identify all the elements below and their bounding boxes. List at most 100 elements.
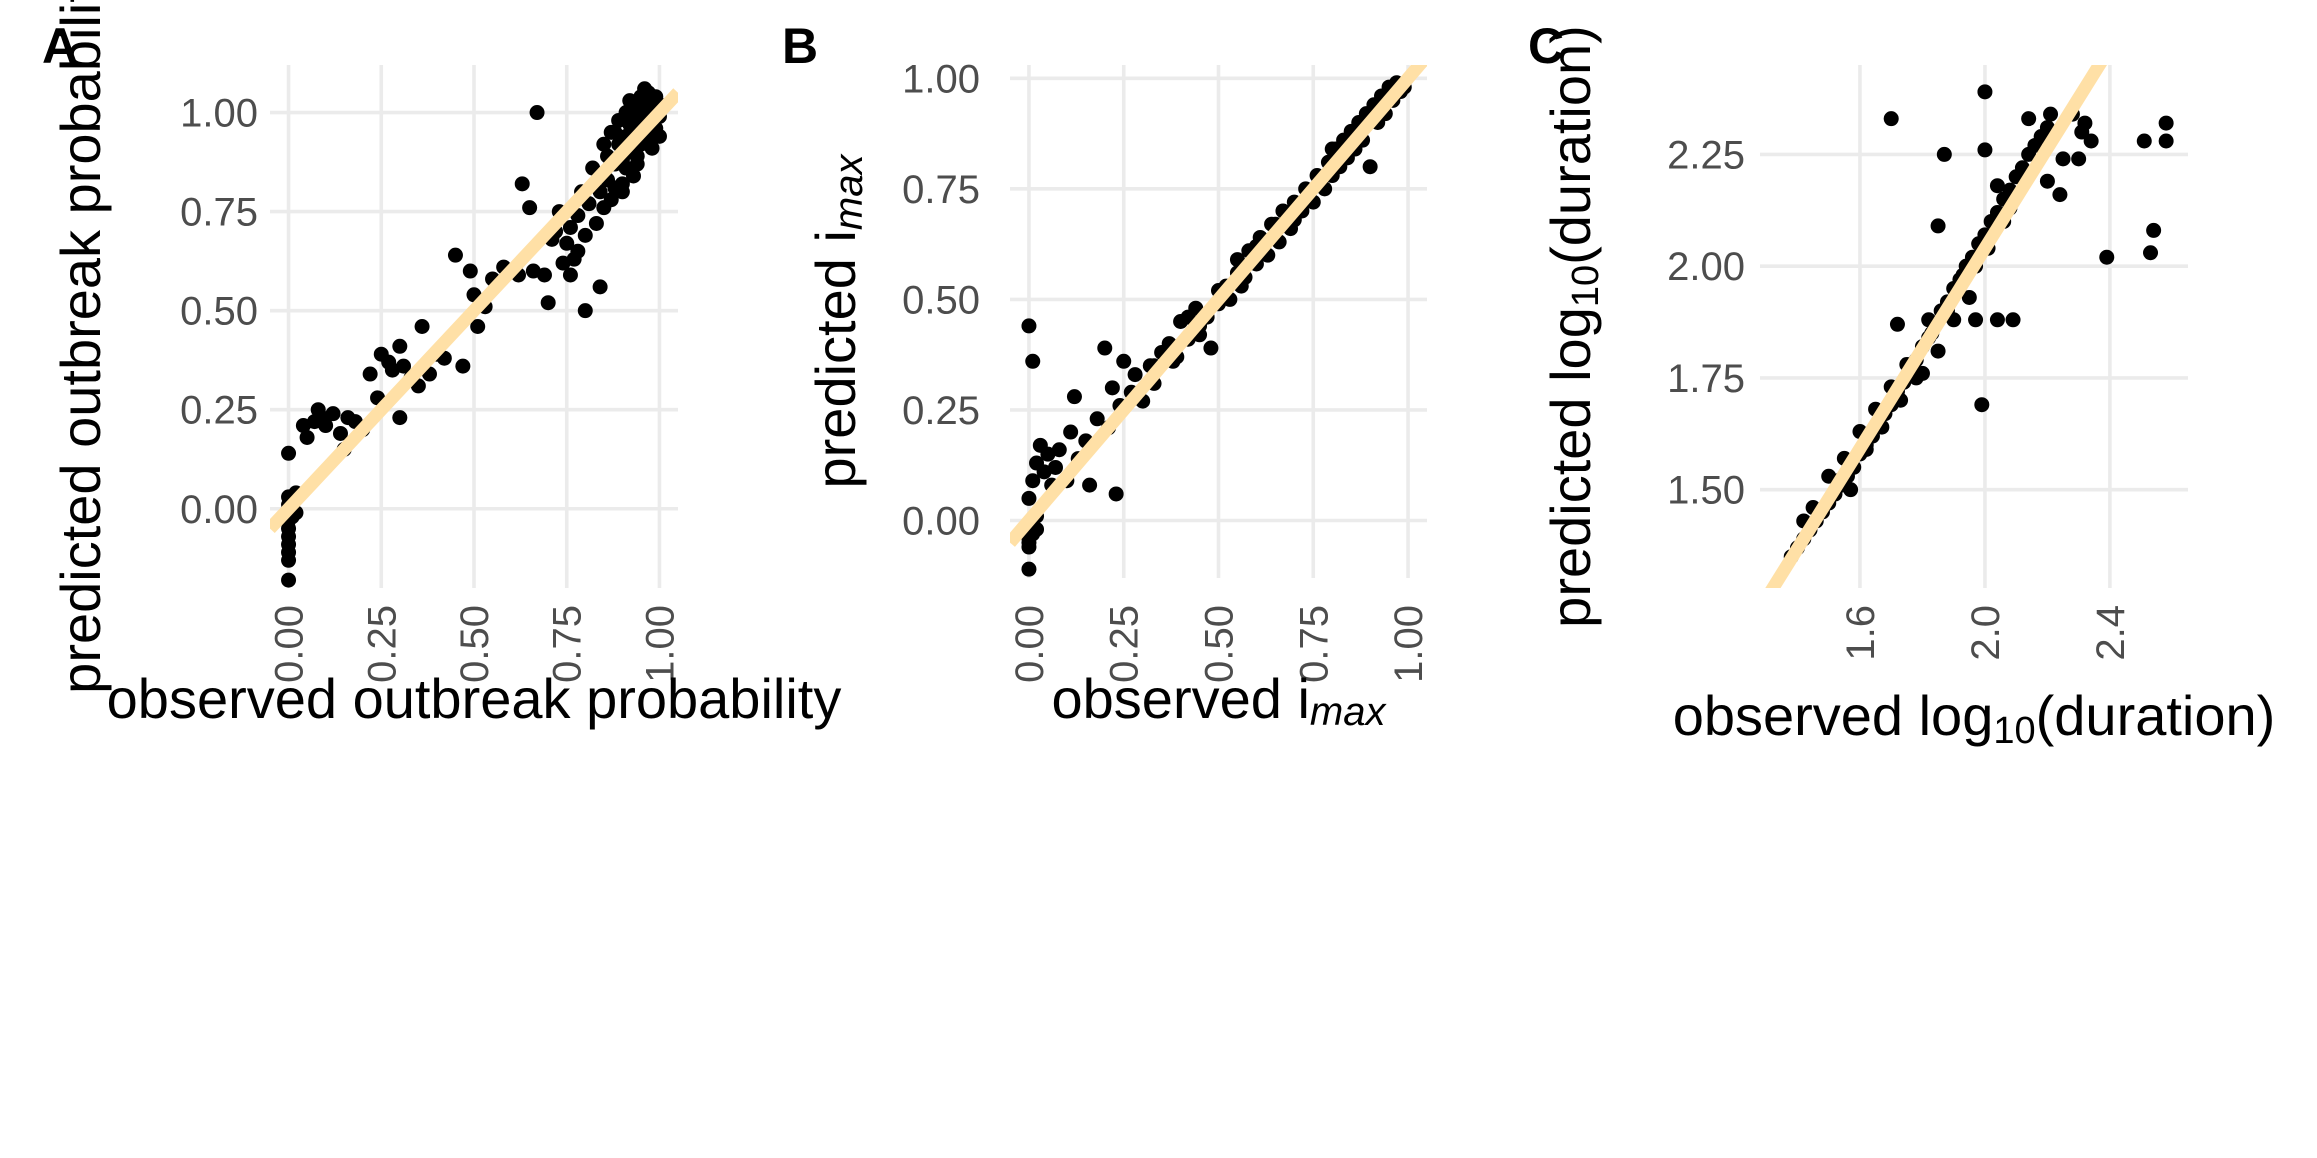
x-tick-label: 1.00 [638,605,682,683]
scatter-point [562,267,578,283]
scatter-point [1021,318,1037,334]
axis-title-text: observed outbreak probability [107,667,842,730]
scatter-point [514,176,530,192]
axis-title-tail: (duration) [1539,25,1602,265]
x-tick-label: 0.00 [268,605,312,683]
scatter-point [1362,159,1378,175]
scatter-point [2043,106,2059,122]
scatter-point [1021,490,1037,506]
scatter-point [2071,151,2087,167]
scatter-point [2146,222,2162,238]
scatter-point [644,140,660,156]
axis-title-text: predicted i [804,230,867,488]
x-tick-label: 1.00 [1387,605,1431,683]
scatter-point [596,136,612,152]
scatter-point [299,429,315,445]
scatter-point [536,267,552,283]
scatter-point [2021,111,2037,127]
scatter-point [570,243,586,259]
y-tick-label: 1.00 [902,57,980,101]
scatter-point [1974,397,1990,413]
scatter-point [447,247,463,263]
scatter-point [1047,459,1063,475]
scatter-point [2052,187,2068,203]
y-tick-label: 0.00 [180,488,258,532]
scatter-point [1889,316,1905,332]
scatter-point [318,418,334,434]
scatter-point [522,200,538,216]
x-tick-label: 0.50 [453,605,497,683]
scatter-point [281,445,297,461]
x-tick-label: 0.25 [1103,605,1147,683]
scatter-point [607,124,623,140]
scatter-point [1040,446,1056,462]
scatter-point [577,227,593,243]
x-tick-label: 2.0 [1964,605,2008,661]
panel-letter-a: A [42,18,78,74]
scatter-point [1066,389,1082,405]
scatter-point [1082,477,1098,493]
scatter-point [1843,482,1859,498]
x-axis-title: observed outbreak probability [107,667,842,730]
y-axis-title: predicted imax [804,153,871,489]
scatter-point [614,184,630,200]
panel-letter-c: C [1528,18,1564,74]
panel-b: 0.00 0.25 0.50 0.75 1.00 0.00 0.25 0.50 0.75 1.00… [804,57,1431,734]
axis-title-subscript: max [827,153,871,231]
scatter-point [1116,353,1132,369]
scatter-point [1930,218,1946,234]
axis-title-subscript: 10 [1993,710,2035,752]
scatter-point [588,215,604,231]
scatter-point [1936,146,1952,162]
scatter-point [629,156,645,172]
scatter-point [1883,111,1899,127]
y-tick-label: 1.00 [180,92,258,136]
scatter-point [1968,312,1984,328]
y-tick-label: 2.00 [1667,245,1745,289]
scatter-point [1089,411,1105,427]
axis-title-subscript: max [1310,690,1388,734]
scatter-point [1930,343,1946,359]
scatter-point [392,410,408,426]
y-tick-label: 0.25 [180,389,258,433]
fit-line [270,88,678,534]
scatter-point [2143,245,2159,261]
scatter-point [2158,115,2174,131]
scatter-point [2055,151,2071,167]
scatter-point [1063,424,1079,440]
scatter-point [332,425,348,441]
scatter-point [455,358,471,374]
y-tick-label: 0.75 [180,191,258,235]
scatter-point [1108,486,1124,502]
scatter-point [1051,442,1067,458]
scatter-point [1021,561,1037,577]
axis-title-text: predicted log [1539,307,1602,628]
scatter-point [1977,84,1993,100]
x-tick-label: 2.4 [2089,605,2133,661]
scatter-point [1961,289,1977,305]
x-tick-label: 1.6 [1839,605,1883,661]
x-axis-title: observed imax [1052,667,1388,734]
y-tick-label: 0.00 [902,500,980,544]
scatter-point [2136,133,2152,149]
y-tick-label: 1.50 [1667,469,1745,513]
scatter-point [362,366,378,382]
scatter-point [562,219,578,235]
scatter-point [1025,473,1041,489]
axis-title-text: observed log [1673,684,1994,747]
scatter-point [2083,133,2099,149]
panel-letter-b: B [782,18,818,74]
fit-line [1010,65,1427,547]
axis-title-text: observed i [1052,667,1310,730]
scatter-point [392,338,408,354]
panel-a: 0.00 0.25 0.50 0.75 1.00 0.00 0.25 0.50 0.75 1.00… [49,0,841,730]
scatter-point [1036,464,1052,480]
scatter-point [529,105,545,121]
scatter-point [462,263,478,279]
scatter-point [1989,178,2005,194]
x-tick-label: 0.00 [1008,605,1052,683]
scatter-point [414,319,430,334]
y-tick-label: 0.50 [180,290,258,334]
scatter-point [2039,173,2055,189]
